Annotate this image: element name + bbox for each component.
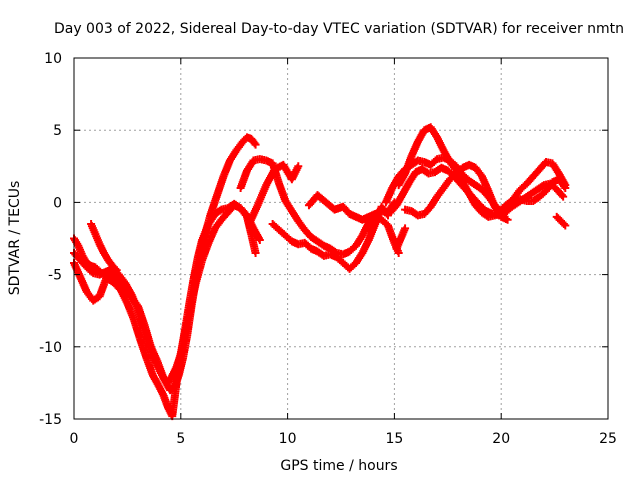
data-point	[538, 182, 547, 191]
data-point	[503, 215, 512, 224]
data-point	[401, 224, 410, 233]
data-series	[394, 123, 570, 221]
data-series	[245, 160, 303, 229]
data-point	[251, 248, 260, 257]
data-point	[255, 235, 264, 244]
chart-title: Day 003 of 2022, Sidereal Day-to-day VTE…	[54, 21, 624, 37]
data-point	[294, 162, 303, 171]
data-point	[559, 220, 568, 229]
y-tick-label: 0	[53, 195, 62, 211]
data-point	[394, 248, 403, 257]
data-point	[112, 266, 121, 275]
data-point	[559, 192, 568, 201]
x-axis-label: GPS time / hours	[280, 458, 397, 474]
data-point	[250, 139, 259, 148]
data-series	[401, 160, 512, 224]
y-axis-label: SDTVAR / TECUs	[7, 181, 23, 296]
data-point	[561, 183, 570, 192]
data-series	[268, 202, 392, 273]
data-point	[251, 140, 260, 149]
x-tick-label: 25	[599, 431, 617, 447]
data-series	[70, 199, 264, 421]
data-series	[552, 212, 570, 230]
data-point	[561, 221, 570, 230]
x-tick-label: 5	[176, 431, 185, 447]
y-tick-label: -5	[48, 268, 62, 284]
y-tick-label: -10	[39, 340, 62, 356]
data-point	[557, 191, 566, 200]
axis-ticks: 0 5 10 15 20 25 -15 -10 -5 0 5 10	[39, 51, 617, 447]
data-point	[111, 264, 120, 273]
x-tick-label: 20	[492, 431, 510, 447]
plot-frame	[73, 57, 609, 420]
x-tick-label: 15	[385, 431, 403, 447]
data-series	[392, 224, 410, 253]
x-tick-label: 10	[279, 431, 297, 447]
y-tick-label: -15	[39, 412, 62, 428]
data-point	[215, 206, 224, 215]
data-points	[70, 123, 570, 421]
y-tick-label: 5	[53, 123, 62, 139]
y-tick-label: 10	[44, 51, 62, 67]
data-series	[87, 220, 121, 275]
x-tick-label: 0	[70, 431, 79, 447]
